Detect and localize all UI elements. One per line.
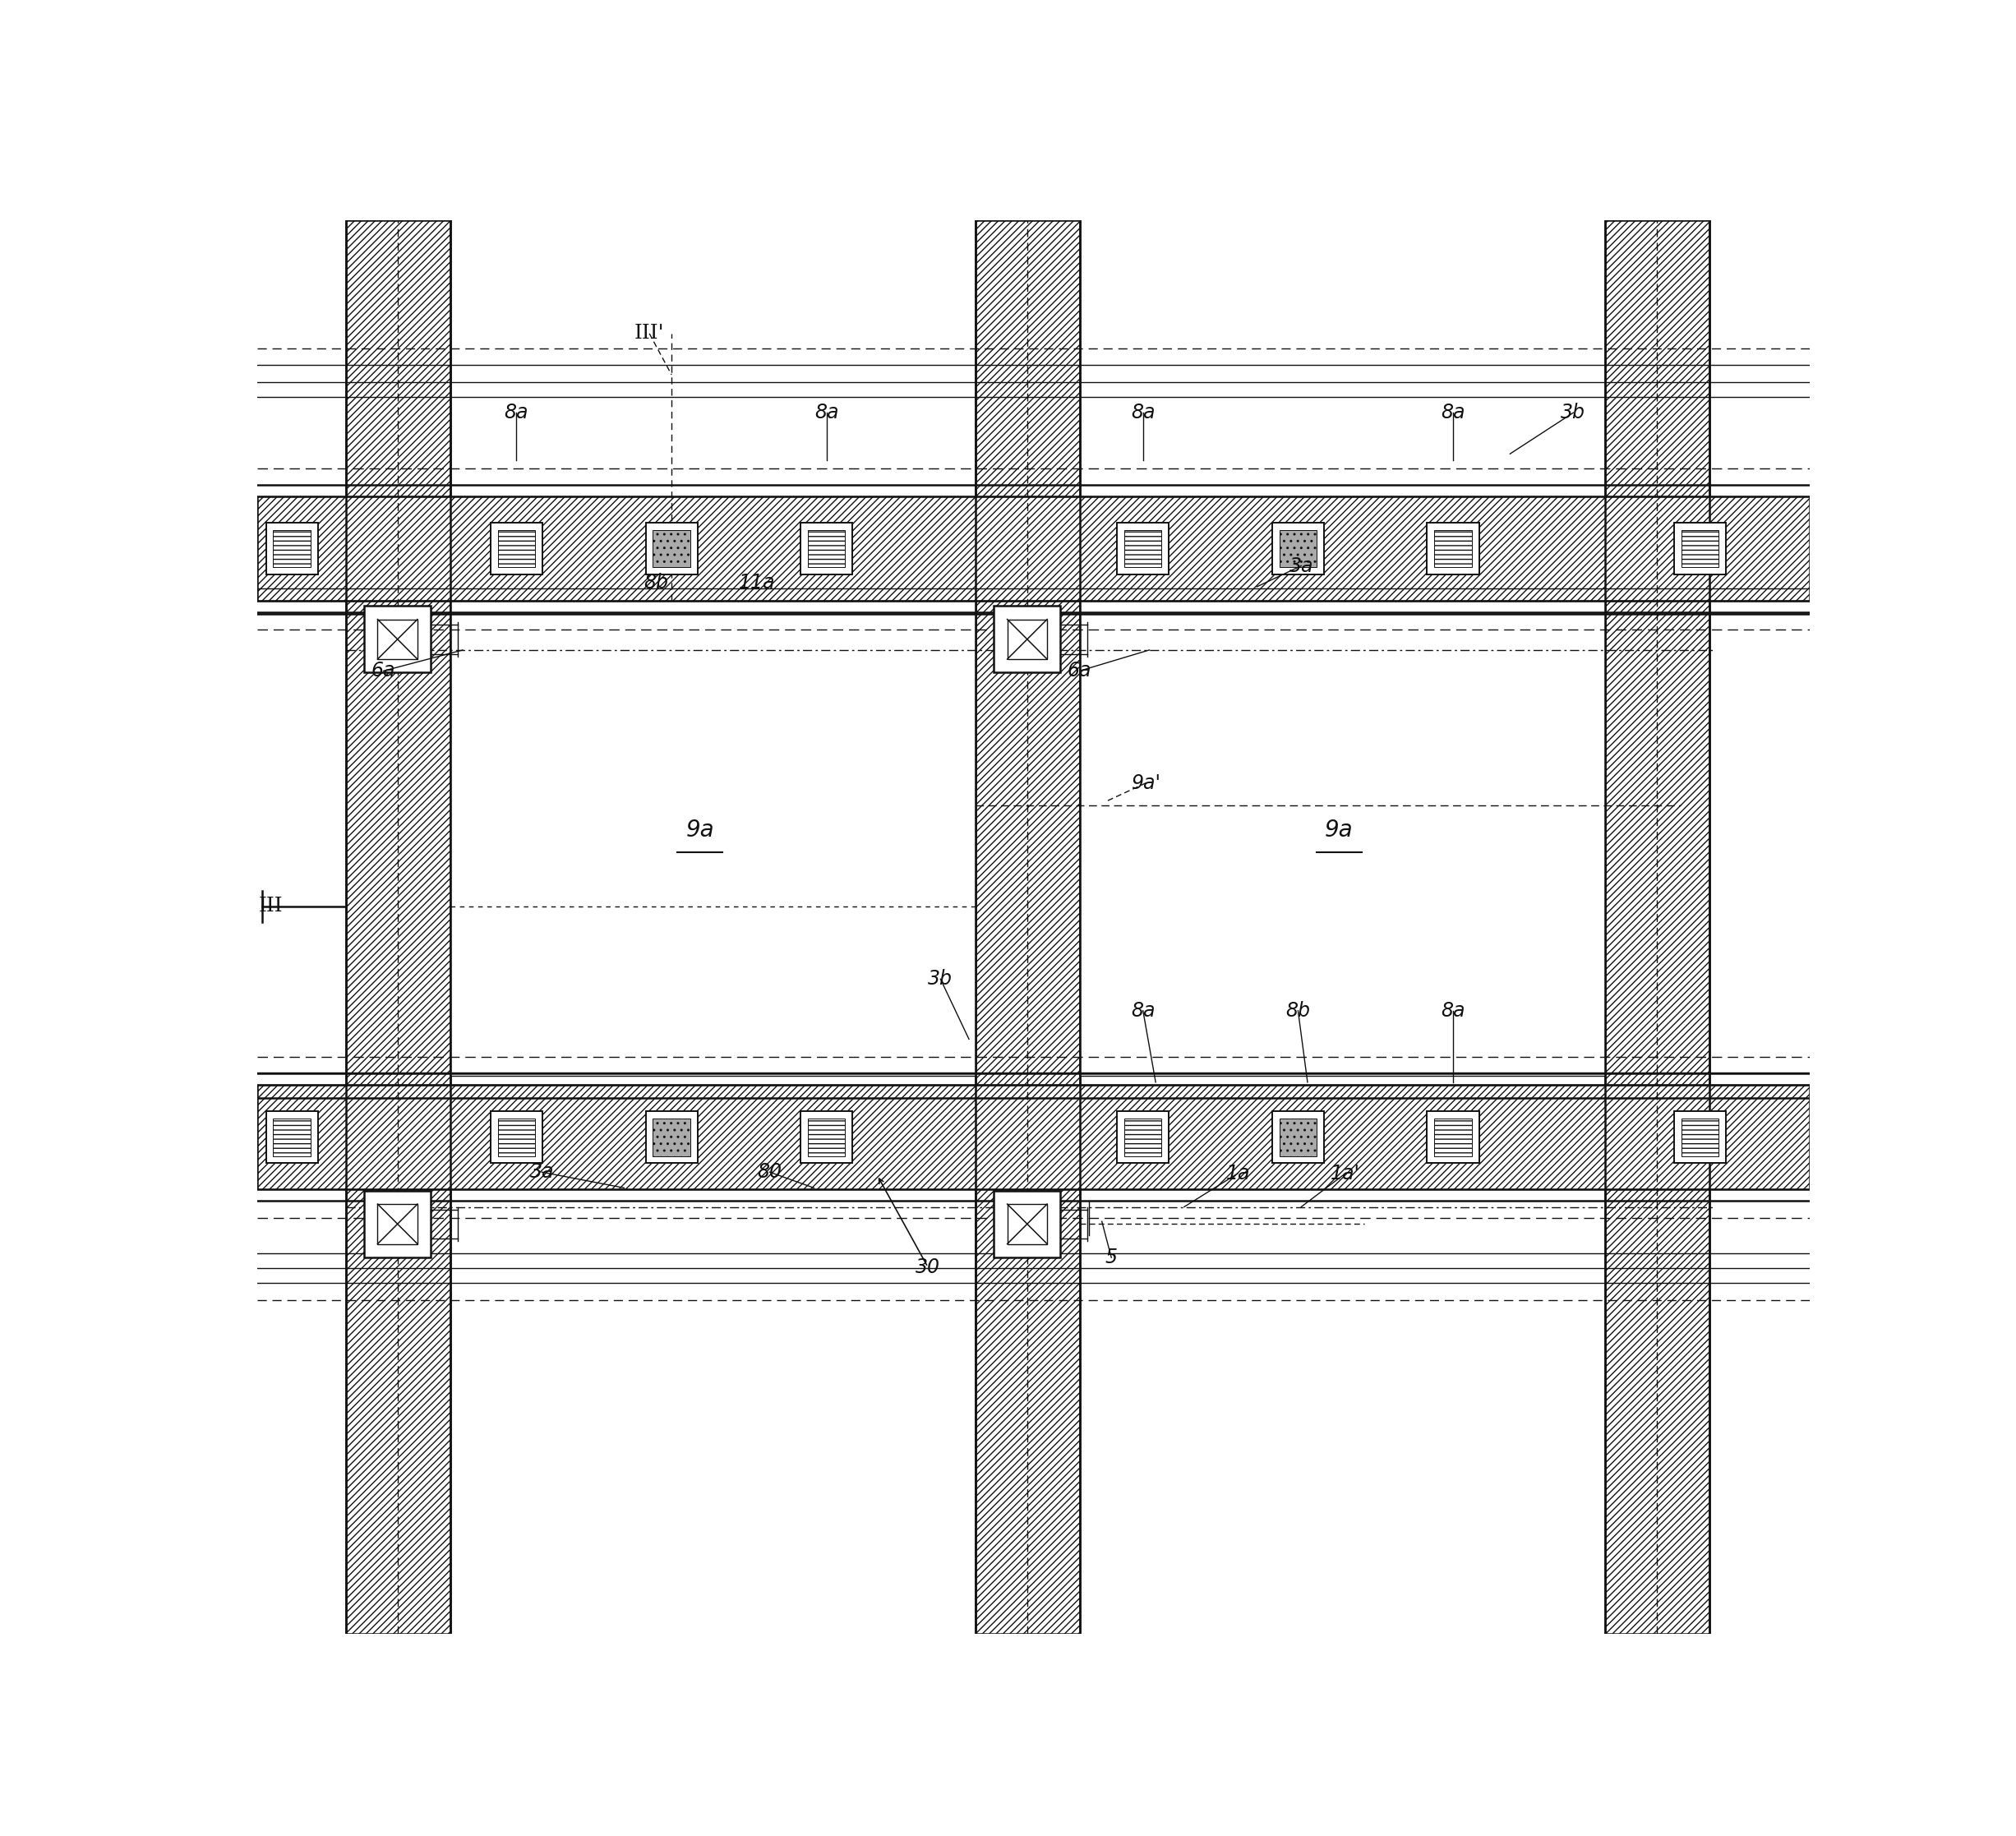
- Bar: [1272, 523, 1325, 575]
- Bar: [1427, 523, 1480, 575]
- Bar: [1117, 523, 1169, 575]
- Bar: [653, 531, 689, 567]
- Text: 8b: 8b: [643, 573, 667, 593]
- Bar: [490, 523, 542, 575]
- Text: 9a: 9a: [1325, 819, 1353, 843]
- Text: 8a: 8a: [1131, 1001, 1155, 1021]
- Bar: [1681, 531, 1718, 567]
- Text: 8a: 8a: [504, 402, 528, 422]
- Bar: [1081, 591, 1605, 1076]
- Bar: [1280, 1118, 1316, 1157]
- Text: 6a: 6a: [371, 661, 395, 681]
- Text: 8a: 8a: [814, 402, 839, 422]
- Bar: [272, 1118, 310, 1157]
- Text: 1a: 1a: [1226, 1164, 1250, 1182]
- Bar: [645, 1111, 698, 1164]
- Bar: [256, 496, 1810, 600]
- Text: 5: 5: [1105, 1248, 1117, 1267]
- Bar: [645, 523, 698, 575]
- Bar: [1125, 531, 1161, 567]
- Text: III: III: [258, 896, 282, 916]
- Text: 6a: 6a: [1068, 661, 1093, 681]
- Text: 3a: 3a: [530, 1162, 554, 1182]
- Bar: [653, 1118, 689, 1157]
- Bar: [272, 531, 310, 567]
- Bar: [808, 531, 845, 567]
- Bar: [1435, 1118, 1472, 1157]
- Bar: [490, 1111, 542, 1164]
- Text: 8a: 8a: [1441, 1001, 1466, 1021]
- Text: 3b: 3b: [927, 969, 954, 990]
- Bar: [377, 619, 417, 659]
- Bar: [450, 591, 976, 1076]
- Bar: [498, 1118, 534, 1157]
- Bar: [266, 1111, 319, 1164]
- Bar: [498, 531, 534, 567]
- Text: 3b: 3b: [1560, 402, 1587, 422]
- Bar: [808, 1118, 845, 1157]
- Text: 9a: 9a: [685, 819, 714, 843]
- Text: 11a: 11a: [738, 573, 776, 593]
- Text: III': III': [635, 325, 665, 343]
- Bar: [365, 1192, 431, 1258]
- Bar: [800, 1111, 853, 1164]
- Bar: [1272, 1111, 1325, 1164]
- Text: 9a': 9a': [1131, 773, 1161, 793]
- Text: 30: 30: [915, 1258, 939, 1276]
- Bar: [1673, 523, 1726, 575]
- Bar: [1008, 1204, 1046, 1245]
- Bar: [256, 1085, 1810, 1190]
- Bar: [1125, 1118, 1161, 1157]
- Bar: [345, 220, 450, 1634]
- Text: 80: 80: [758, 1162, 782, 1182]
- Bar: [994, 1192, 1060, 1258]
- Text: 8a: 8a: [1131, 402, 1155, 422]
- Bar: [1280, 531, 1316, 567]
- Bar: [377, 1204, 417, 1245]
- Bar: [800, 523, 853, 575]
- Text: 1a': 1a': [1331, 1164, 1361, 1182]
- Bar: [266, 523, 319, 575]
- Bar: [1605, 220, 1710, 1634]
- Bar: [1673, 1111, 1726, 1164]
- Bar: [1117, 1111, 1169, 1164]
- Bar: [994, 606, 1060, 672]
- Text: 8a: 8a: [1441, 402, 1466, 422]
- Text: 8b: 8b: [1286, 1001, 1310, 1021]
- Bar: [976, 220, 1081, 1634]
- Bar: [1681, 1118, 1718, 1157]
- Text: 3a: 3a: [1288, 556, 1312, 577]
- Bar: [1435, 531, 1472, 567]
- Bar: [1008, 619, 1046, 659]
- Bar: [365, 606, 431, 672]
- Bar: [1427, 1111, 1480, 1164]
